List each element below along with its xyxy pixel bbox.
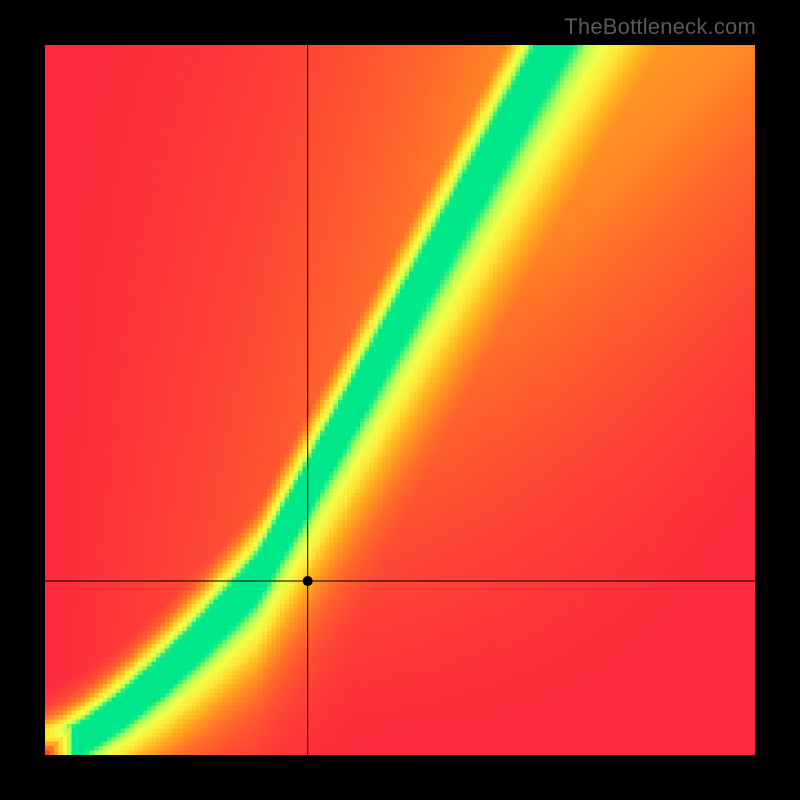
watermark-text: TheBottleneck.com (564, 14, 756, 40)
heatmap-canvas (45, 45, 755, 755)
bottleneck-heatmap-figure: TheBottleneck.com (0, 0, 800, 800)
